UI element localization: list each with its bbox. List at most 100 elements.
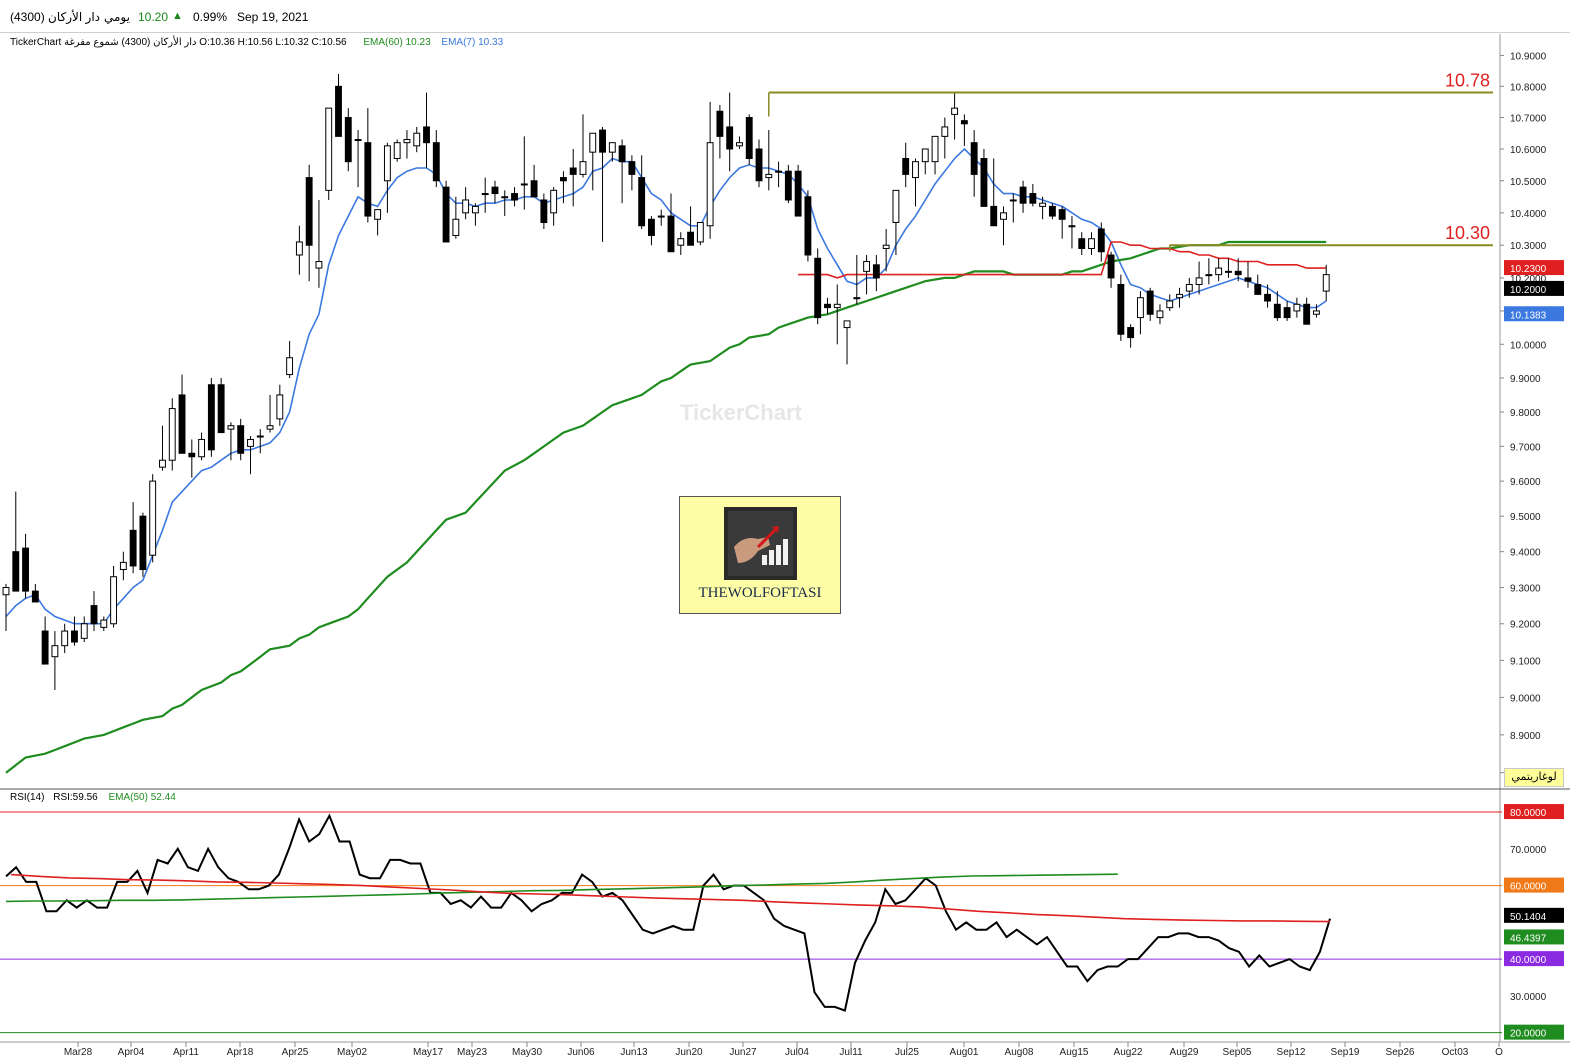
candle-body bbox=[755, 148, 763, 182]
rsi-ema-legend-label[interactable]: EMA(50) bbox=[108, 792, 148, 803]
candle-body bbox=[1117, 283, 1125, 335]
candle-body bbox=[207, 384, 215, 451]
candle-body bbox=[217, 384, 225, 434]
candle-body bbox=[22, 547, 29, 592]
candle-body bbox=[1146, 290, 1154, 315]
log-scale-button[interactable]: لوغاريتمي bbox=[1504, 768, 1564, 787]
time-tick-label: Apr25 bbox=[282, 1047, 309, 1058]
rsi-legend-label[interactable]: RSI(14) bbox=[10, 792, 45, 803]
candle-body bbox=[608, 142, 616, 153]
stock-name[interactable]: دار الأركان (4300) bbox=[10, 10, 100, 24]
candle-body bbox=[716, 110, 724, 137]
candle-body bbox=[726, 126, 734, 150]
candle-body bbox=[648, 218, 655, 236]
time-tick-label: May30 bbox=[512, 1047, 542, 1058]
header-bar: دار الأركان (4300) يومي 10.20 ▲ 0.99% Se… bbox=[0, 0, 1570, 33]
candle-body bbox=[687, 231, 694, 246]
candle-body bbox=[491, 186, 499, 195]
candle-body bbox=[1088, 238, 1095, 249]
candle-body bbox=[80, 623, 88, 639]
header-date: Sep 19, 2021 bbox=[237, 10, 309, 24]
up-arrow-icon: ▲ bbox=[172, 10, 183, 22]
candle-body bbox=[638, 177, 646, 227]
time-tick-label: Aug01 bbox=[950, 1047, 979, 1058]
candle-body bbox=[1215, 267, 1223, 276]
price-tick-label: 10.3000 bbox=[1510, 241, 1547, 252]
candle-body bbox=[1127, 327, 1135, 339]
rsi-level-tag bbox=[1504, 1024, 1564, 1040]
candle-body bbox=[843, 320, 851, 329]
candle-body bbox=[159, 459, 166, 468]
rsi-axis-tag bbox=[1504, 929, 1564, 945]
candle-body bbox=[31, 590, 39, 603]
candle-body bbox=[559, 177, 567, 182]
candle-body bbox=[667, 215, 675, 253]
rsi-line bbox=[5, 813, 1331, 1012]
candle-body bbox=[1156, 310, 1164, 319]
candle-body bbox=[1039, 202, 1047, 207]
candle-body bbox=[579, 161, 587, 175]
candle-body bbox=[237, 425, 245, 454]
time-tick-label: Apr11 bbox=[173, 1047, 199, 1058]
candle-body bbox=[1078, 238, 1086, 249]
candle-body bbox=[921, 148, 929, 163]
candle-body bbox=[188, 452, 196, 458]
price-tick-label: 9.6000 bbox=[1510, 477, 1541, 488]
candle-body bbox=[374, 209, 382, 220]
candle-body bbox=[1293, 303, 1301, 312]
candle-body bbox=[853, 297, 861, 300]
candle-body bbox=[833, 303, 841, 309]
candle-body bbox=[266, 425, 274, 430]
candle-body bbox=[305, 177, 313, 246]
candle-body bbox=[364, 142, 372, 217]
price-legend-ohlc: O:10.36 H:10.56 L:10.32 C:10.56 bbox=[199, 37, 347, 48]
rsi-axis-tag-label: 46.4397 bbox=[1510, 933, 1547, 944]
ema60-legend-label[interactable]: EMA(60) bbox=[363, 37, 403, 48]
candle-body bbox=[295, 241, 303, 256]
last-price: 10.20 bbox=[138, 10, 169, 24]
time-tick-label: O bbox=[1495, 1047, 1503, 1058]
time-tick-label: Aug29 bbox=[1170, 1047, 1199, 1058]
candle-body bbox=[1234, 270, 1242, 276]
candle-body bbox=[1000, 212, 1007, 220]
candle-body bbox=[501, 196, 509, 199]
candle-body bbox=[804, 196, 812, 256]
candle-body bbox=[413, 132, 421, 147]
candle-body bbox=[1303, 303, 1311, 325]
price-tick-label: 10.7000 bbox=[1510, 114, 1547, 125]
ema7-line bbox=[5, 147, 1327, 625]
candle-body bbox=[912, 161, 919, 179]
candle-body bbox=[1048, 205, 1056, 217]
price-tick-label: 10.2000 bbox=[1510, 274, 1547, 285]
change-percent: 0.99% bbox=[193, 10, 228, 24]
tickerchart-watermark-text: TickerChart bbox=[680, 400, 803, 425]
candle-body bbox=[403, 139, 411, 144]
wolf-watermark-text: THEWOLFOFTASI bbox=[698, 585, 822, 601]
candle-body bbox=[100, 619, 108, 628]
candle-body bbox=[315, 261, 323, 269]
time-tick-label: Jul04 bbox=[785, 1047, 809, 1058]
candle-body bbox=[276, 394, 284, 420]
candle-body bbox=[335, 85, 342, 137]
candle-body bbox=[256, 435, 264, 438]
price-legend: TickerChart دار الأركان (4300) شموع مفرغ… bbox=[10, 37, 503, 48]
candle-body bbox=[178, 394, 186, 454]
price-tick-label: 9.5000 bbox=[1510, 512, 1541, 523]
candle-body bbox=[1264, 293, 1271, 302]
candle-body bbox=[1195, 277, 1203, 285]
candle-body bbox=[1176, 293, 1183, 299]
time-tick-label: Jun27 bbox=[729, 1047, 757, 1058]
ema7-legend-label[interactable]: EMA(7) bbox=[441, 37, 476, 48]
candle-body bbox=[696, 222, 704, 243]
candle-body bbox=[550, 189, 558, 214]
candle-body bbox=[1019, 186, 1027, 204]
candle-body bbox=[481, 193, 489, 196]
candle-body bbox=[902, 157, 910, 175]
time-tick-label: Jun06 bbox=[567, 1047, 595, 1058]
candle-body bbox=[247, 438, 254, 447]
price-legend-title: TickerChart دار الأركان (4300) شموع مفرغ… bbox=[10, 37, 197, 48]
candle-body bbox=[119, 561, 127, 571]
period-label[interactable]: يومي bbox=[104, 10, 130, 24]
price-tick-label: 9.4000 bbox=[1510, 548, 1541, 559]
